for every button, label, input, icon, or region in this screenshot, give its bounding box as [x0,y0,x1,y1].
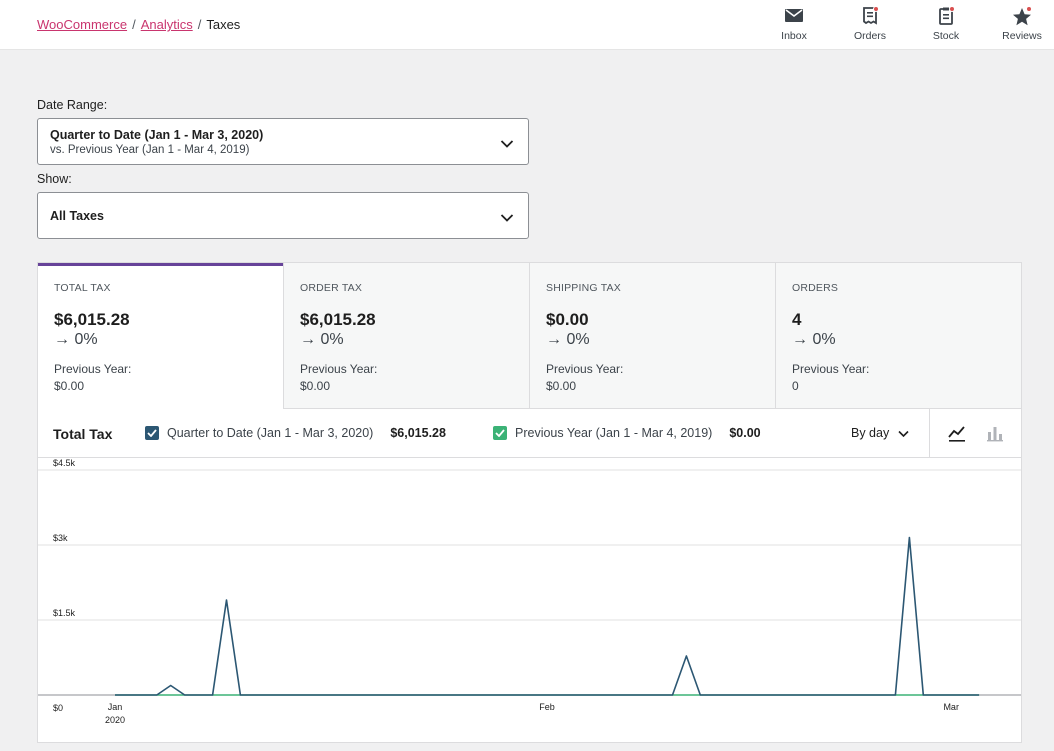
summary-prev-label: Previous Year: [300,362,378,376]
activity-orders-button[interactable]: Orders [840,6,900,42]
legend-item-previous[interactable]: Previous Year (Jan 1 - Mar 4, 2019) $0.0… [493,426,761,440]
summary-card-orders[interactable]: ORDERS 4 → 0% Previous Year: 0 [776,263,1021,409]
legend-total: $0.00 [729,426,761,440]
show-filter-value: All Taxes [50,209,104,223]
summary-prev-value: 0 [792,379,799,393]
show-label: Show: [37,172,72,186]
activity-stock-button[interactable]: Stock [916,6,976,42]
chart-header: Total Tax Quarter to Date (Jan 1 - Mar 3… [38,409,1021,458]
activity-reviews-button[interactable]: Reviews [992,6,1052,42]
breadcrumb-woocommerce-link[interactable]: WooCommerce [37,17,128,32]
summary-prev-value: $0.00 [300,379,331,393]
orders-icon [840,6,900,30]
chevron-down-icon [500,210,514,228]
x-tick-sublabel: 2020 [105,715,125,725]
star-icon [992,6,1052,30]
interval-value: By day [851,426,890,440]
summary-card-shipping-tax[interactable]: SHIPPING TAX $0.00 → 0% Previous Year: $… [530,263,776,409]
summary-card-order-tax[interactable]: ORDER TAX $6,015.28 → 0% Previous Year: … [284,263,530,409]
y-tick-label: $3k [53,533,68,543]
orders-notification-dot [873,6,879,12]
summary-prev-label: Previous Year: [792,362,870,376]
legend-label: Quarter to Date (Jan 1 - Mar 3, 2020) [167,426,374,440]
date-range-compare: vs. Previous Year (Jan 1 - Mar 4, 2019) [50,144,250,156]
chart-panel: Total Tax Quarter to Date (Jan 1 - Mar 3… [37,409,1022,743]
summary-prev-label: Previous Year: [54,362,132,376]
legend-total: $6,015.28 [390,426,446,440]
interval-select[interactable]: By day [851,426,909,441]
chevron-down-icon [500,136,514,154]
summary-value: $6,015.28 [300,310,376,329]
summary-prev-value: $0.00 [546,379,577,393]
summary-numbers: TOTAL TAX $6,015.28 → 0% Previous Year: … [37,262,1022,409]
breadcrumb: WooCommerce / Analytics / Taxes [37,17,240,32]
inbox-label: Inbox [781,30,807,42]
series-line [115,536,980,696]
summary-delta: → 0% [546,331,590,348]
date-range-select[interactable]: Quarter to Date (Jan 1 - Mar 3, 2020) vs… [37,118,529,165]
chart-title: Total Tax [53,426,113,442]
summary-label: ORDERS [792,282,839,294]
orders-label: Orders [853,30,887,42]
stock-icon [916,6,976,30]
x-tick-label: Mar [943,702,959,712]
chevron-down-icon [898,427,909,441]
date-range-label: Date Range: [37,98,108,112]
breadcrumb-current: Taxes [206,17,241,32]
tax-line-chart: $0 $1.5k $3k $4.5k Jan 2020 Feb Mar [38,458,1021,725]
summary-label: ORDER TAX [300,282,363,294]
y-tick-label: $4.5k [53,458,76,468]
top-bar: WooCommerce / Analytics / Taxes Inbox Orders… [0,0,1054,50]
summary-prev-label: Previous Year: [546,362,624,376]
breadcrumb-separator: / [197,17,202,32]
show-filter-select[interactable]: All Taxes [37,192,529,239]
summary-value: 4 [792,310,802,329]
breadcrumb-separator: / [132,17,136,32]
activity-inbox-button[interactable]: Inbox [764,6,824,42]
stock-label: Stock [932,30,960,42]
inbox-icon [764,6,824,30]
summary-card-total-tax[interactable]: TOTAL TAX $6,015.28 → 0% Previous Year: … [38,263,284,409]
summary-label: TOTAL TAX [54,282,111,294]
y-tick-label: $1.5k [53,608,76,618]
legend-item-current[interactable]: Quarter to Date (Jan 1 - Mar 3, 2020) $6… [145,426,446,440]
summary-delta: → 0% [792,331,836,348]
x-tick-label: Jan [108,702,123,712]
checkbox-checked-icon[interactable] [145,426,159,440]
summary-label: SHIPPING TAX [546,282,621,294]
line-chart-icon[interactable] [947,423,967,448]
summary-value: $6,015.28 [54,310,130,329]
x-tick-label: Feb [539,702,555,712]
summary-delta: → 0% [54,331,98,348]
summary-delta: → 0% [300,331,344,348]
summary-prev-value: $0.00 [54,379,85,393]
breadcrumb-analytics-link[interactable]: Analytics [140,17,193,32]
reviews-label: Reviews [1002,30,1042,42]
reviews-notification-dot [1026,6,1032,12]
stock-notification-dot [949,6,955,12]
legend-label: Previous Year (Jan 1 - Mar 4, 2019) [515,426,713,440]
summary-value: $0.00 [546,310,589,329]
checkbox-checked-icon[interactable] [493,426,507,440]
bar-chart-icon[interactable] [985,423,1005,448]
y-tick-label: $0 [53,703,63,713]
date-range-primary: Quarter to Date (Jan 1 - Mar 3, 2020) [50,128,264,142]
chart-type-toggle [929,409,1021,458]
